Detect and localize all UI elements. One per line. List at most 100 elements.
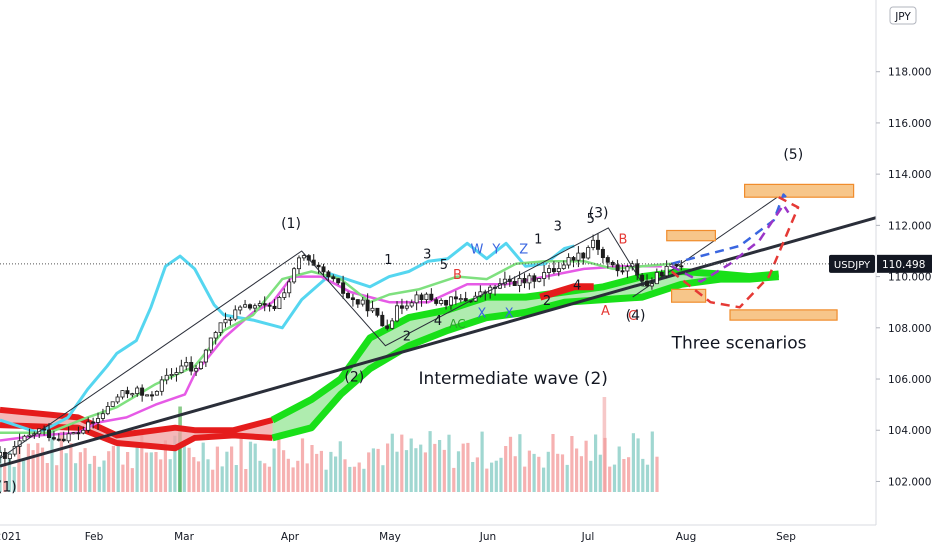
candle-body xyxy=(252,305,257,309)
volume-bar xyxy=(622,459,626,492)
wave-label: (1) xyxy=(281,216,301,232)
candle-body xyxy=(380,314,385,327)
candle-body xyxy=(267,304,272,307)
candle-body xyxy=(228,318,233,321)
wave-line xyxy=(0,227,645,459)
volume-bar xyxy=(546,451,550,492)
volume-bar xyxy=(456,451,461,492)
candle-body xyxy=(517,277,522,286)
candle-body xyxy=(591,239,596,248)
wave-label: 3 xyxy=(423,248,431,263)
candle-body xyxy=(370,307,375,312)
volume-bar xyxy=(88,463,92,492)
candle-body xyxy=(625,266,630,272)
time-axis-label: Feb xyxy=(85,531,104,543)
volume-bar xyxy=(390,433,394,492)
volume-bar xyxy=(267,466,271,492)
volume-bar xyxy=(655,456,659,492)
candle-body xyxy=(154,390,159,396)
candle-body xyxy=(71,432,76,435)
candle-body xyxy=(12,445,17,455)
symbol-badge[interactable] xyxy=(829,254,875,273)
volume-bar xyxy=(504,446,508,492)
candle-body xyxy=(292,268,297,283)
wave-label: 2 xyxy=(543,294,551,309)
volume-bar xyxy=(310,445,314,492)
candle-body xyxy=(640,274,645,282)
volume-bar xyxy=(7,452,12,492)
candle-body xyxy=(674,263,679,267)
time-axis-label: Apr xyxy=(281,531,300,543)
candle-body xyxy=(654,271,659,285)
candle-body xyxy=(56,438,61,441)
volume-bar xyxy=(631,433,635,492)
candle-body xyxy=(277,296,282,309)
time-axis-label: May xyxy=(379,531,401,543)
candle-body xyxy=(76,432,81,435)
candle-body xyxy=(561,264,566,269)
candle-body xyxy=(551,268,556,273)
volume-bar xyxy=(617,446,621,492)
volume-bar xyxy=(598,454,602,492)
candle-body xyxy=(375,307,380,316)
volume-bar xyxy=(608,466,612,492)
candle-body xyxy=(120,390,125,398)
target-zone xyxy=(729,309,838,321)
currency-badge[interactable] xyxy=(889,6,917,25)
volume-bar xyxy=(163,440,167,492)
volume-bar xyxy=(343,459,347,492)
cloud-bullish xyxy=(272,271,779,438)
candle-body xyxy=(91,421,96,424)
wave-label: X xyxy=(505,307,514,322)
volume-bar xyxy=(329,451,333,492)
volume-bar xyxy=(196,461,201,492)
candle-body xyxy=(194,368,199,372)
candle-body xyxy=(600,248,605,258)
candle-body xyxy=(96,418,101,423)
last-price-label: 110.498 xyxy=(882,259,925,271)
candle-body xyxy=(316,264,321,268)
candle-body xyxy=(522,277,527,284)
volume-bar xyxy=(428,431,432,492)
volume-bar xyxy=(102,460,106,492)
volume-bar xyxy=(419,444,423,492)
price-axis-label: 108.000 xyxy=(888,323,931,335)
volume-bar xyxy=(485,468,489,492)
candle-body xyxy=(439,299,444,304)
volume-bar xyxy=(116,439,120,492)
volume-bar xyxy=(570,436,574,492)
candle-body xyxy=(189,361,194,372)
candle-body xyxy=(532,275,537,282)
candle-body xyxy=(659,271,664,277)
candle-body xyxy=(27,434,32,437)
candle-body xyxy=(174,372,179,375)
scenario-path xyxy=(671,193,790,266)
candle-body xyxy=(409,302,414,307)
volume-bar xyxy=(206,459,210,492)
volume-bar xyxy=(381,465,385,492)
candle-body xyxy=(213,332,218,339)
candle-body xyxy=(463,298,468,302)
price-axis-label: 116.000 xyxy=(888,118,931,130)
volume-bar xyxy=(532,453,536,492)
time-axis-label: Aug xyxy=(676,531,697,543)
candle-body xyxy=(149,394,154,397)
wave-label: (5) xyxy=(783,147,803,163)
candle-body xyxy=(596,239,601,250)
target-zone xyxy=(666,229,717,242)
volume-bar xyxy=(575,448,579,492)
candle-body xyxy=(164,374,169,381)
volume-bar xyxy=(395,451,399,492)
candle-body xyxy=(399,305,404,309)
candle-body xyxy=(586,247,591,259)
candle-body xyxy=(365,299,370,312)
candle-body xyxy=(233,309,238,320)
volume-bar xyxy=(551,434,555,492)
candle-body xyxy=(243,304,248,308)
volume-bar xyxy=(499,457,503,492)
volume-bar xyxy=(253,443,257,492)
volume-bar xyxy=(362,468,366,492)
volume-bar xyxy=(367,452,371,492)
volume-bar xyxy=(22,458,26,492)
